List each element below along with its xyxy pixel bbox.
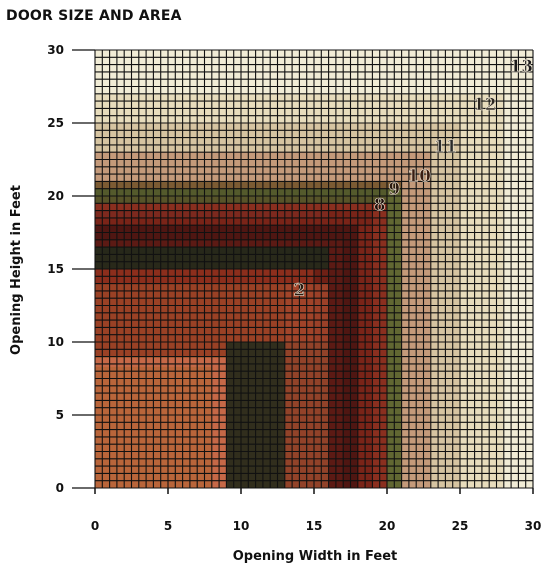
y-tick-label: 0 [56, 481, 64, 495]
x-axis: 0 5 10 15 20 25 30 [91, 488, 542, 533]
zone-label-13: 13 [509, 57, 533, 77]
zone-label-12: 12 [473, 95, 497, 115]
zone-label-9: 9 [388, 180, 400, 200]
y-tick-label: 5 [56, 408, 64, 422]
x-tick-label: 10 [233, 519, 250, 533]
zone-label-2: 2 [293, 280, 305, 300]
x-tick-label: 20 [379, 519, 396, 533]
zone-label-10: 10 [407, 166, 431, 186]
x-tick-label: 0 [91, 519, 99, 533]
y-tick-label: 10 [47, 335, 64, 349]
zone-label-11: 11 [434, 137, 458, 157]
y-axis-label: Opening Height in Feet [9, 185, 24, 355]
chart-title: DOOR SIZE AND AREA [6, 8, 182, 24]
y-tick-label: 15 [47, 262, 64, 276]
x-tick-label: 5 [164, 519, 172, 533]
y-tick-label: 20 [47, 189, 64, 203]
x-tick-label: 25 [452, 519, 469, 533]
y-tick-label: 25 [47, 116, 64, 130]
x-tick-label: 15 [306, 519, 323, 533]
y-axis: 0 5 10 15 20 25 30 [47, 43, 95, 495]
x-axis-label: Opening Width in Feet [233, 549, 398, 564]
x-tick-label: 30 [525, 519, 542, 533]
zone-label-8: 8 [374, 196, 386, 216]
grid-lines [94, 49, 534, 489]
y-tick-label: 30 [47, 43, 64, 57]
